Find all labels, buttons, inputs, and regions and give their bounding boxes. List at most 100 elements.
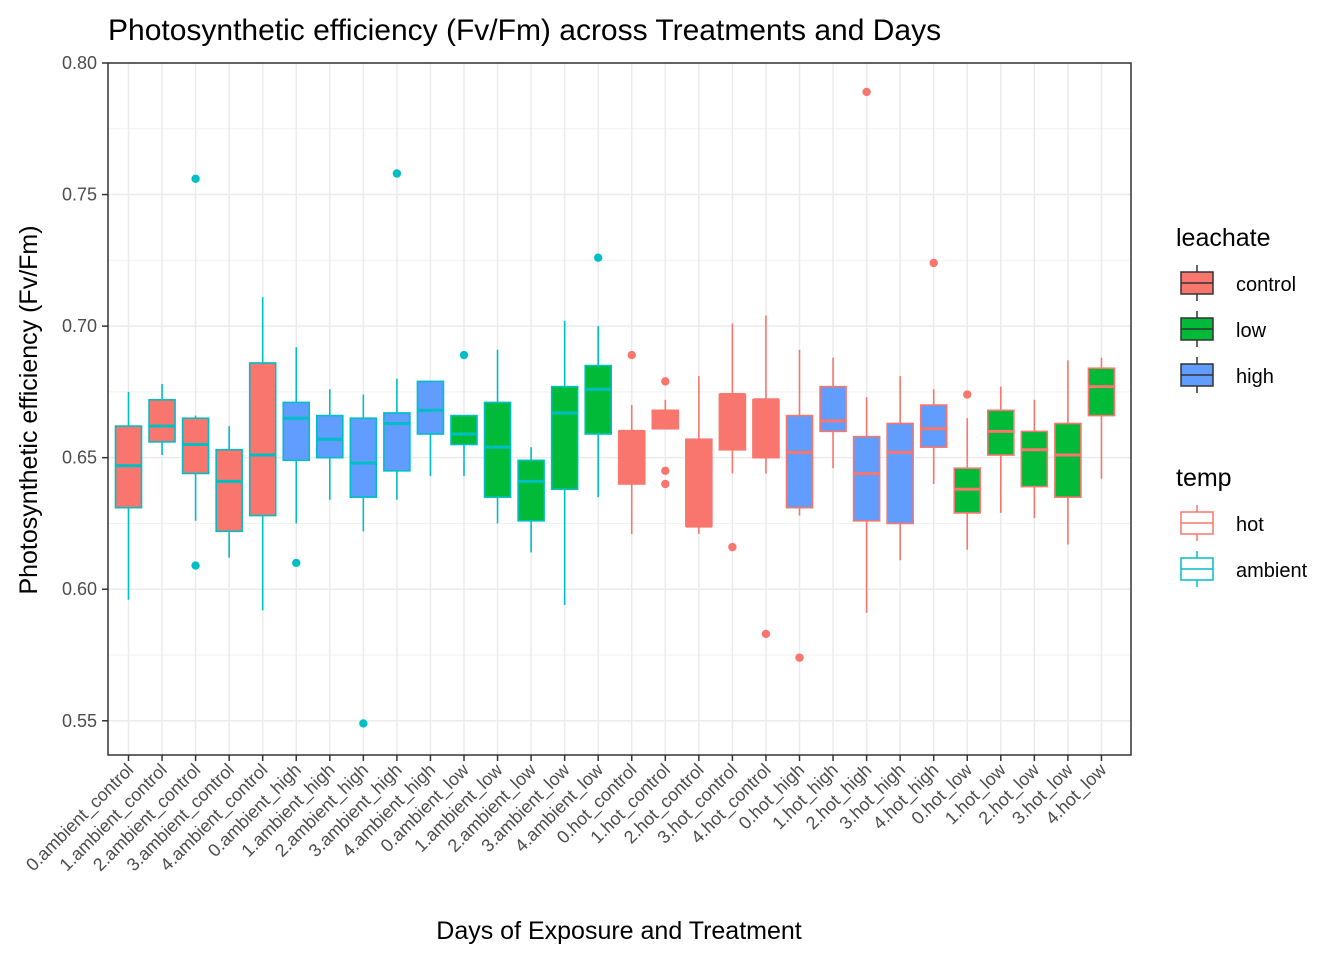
box-4.ambient_high bbox=[416, 380, 445, 477]
legend-label-high: high bbox=[1236, 366, 1274, 388]
box-1.ambient_control bbox=[148, 384, 176, 456]
box-0.ambient_high bbox=[282, 347, 311, 568]
box-0.ambient_low bbox=[450, 350, 478, 477]
box-iqr bbox=[1054, 422, 1082, 498]
box-iqr bbox=[550, 385, 579, 491]
box-1.hot_low bbox=[986, 386, 1015, 513]
box-iqr bbox=[785, 414, 814, 509]
box-2.hot_control bbox=[685, 376, 713, 534]
box-iqr bbox=[1087, 367, 1116, 417]
box-iqr bbox=[315, 414, 344, 459]
x-axis: 0.ambient_control1.ambient_control2.ambi… bbox=[22, 755, 1112, 876]
box-2.ambient_high bbox=[349, 394, 378, 728]
box-4.hot_low bbox=[1087, 357, 1116, 479]
legend-key-low bbox=[1180, 311, 1214, 347]
box-iqr bbox=[685, 438, 713, 527]
box-iqr bbox=[450, 414, 478, 446]
box-0.hot_control bbox=[617, 350, 646, 534]
outlier-point bbox=[761, 629, 771, 639]
box-4.hot_high bbox=[919, 258, 948, 484]
box-2.hot_high bbox=[852, 87, 881, 613]
outlier-point bbox=[661, 377, 670, 386]
outlier-point bbox=[661, 466, 670, 476]
chart-title: Photosynthetic efficiency (Fv/Fm) across… bbox=[108, 14, 941, 47]
box-iqr bbox=[852, 435, 881, 522]
box-1.ambient_high bbox=[315, 389, 344, 500]
y-tick-label: 0.70 bbox=[62, 316, 97, 336]
box-iqr bbox=[248, 362, 277, 517]
y-tick-label: 0.55 bbox=[62, 711, 97, 731]
y-axis-title: Photosynthetic efficiency (Fv/Fm) bbox=[15, 225, 43, 594]
box-0.hot_low bbox=[953, 390, 982, 550]
box-iqr bbox=[617, 430, 646, 485]
box-iqr bbox=[1020, 430, 1049, 488]
legend-key-ambient bbox=[1180, 551, 1214, 587]
box-2.ambient_low bbox=[517, 447, 545, 553]
y-tick-label: 0.75 bbox=[62, 185, 97, 205]
box-iqr bbox=[215, 448, 243, 533]
box-iqr bbox=[718, 393, 747, 451]
box-iqr bbox=[282, 401, 311, 462]
box-iqr bbox=[886, 422, 914, 525]
box-iqr bbox=[819, 385, 847, 433]
box-3.hot_control bbox=[718, 323, 747, 552]
outlier-point bbox=[728, 542, 737, 552]
legend-label-ambient: ambient bbox=[1236, 560, 1308, 582]
outlier-point bbox=[359, 719, 368, 728]
box-iqr bbox=[651, 409, 680, 430]
box-2.hot_low bbox=[1020, 399, 1049, 519]
box-iqr bbox=[349, 417, 378, 498]
legend-title-temp: temp bbox=[1176, 464, 1232, 492]
box-iqr bbox=[148, 398, 176, 443]
box-4.ambient_low bbox=[584, 253, 613, 498]
legend-key-hot bbox=[1180, 505, 1214, 541]
box-0.ambient_control bbox=[114, 391, 143, 600]
outlier-point bbox=[661, 479, 670, 489]
box-1.hot_control bbox=[651, 377, 680, 489]
y-axis: 0.55 0.60 0.65 0.70 0.75 0.80 bbox=[62, 53, 108, 731]
outlier-point bbox=[392, 169, 402, 178]
outlier-point bbox=[459, 350, 469, 360]
box-3.ambient_low bbox=[550, 320, 579, 606]
outlier-point bbox=[191, 561, 200, 570]
box-iqr bbox=[919, 404, 948, 448]
y-tick-label: 0.80 bbox=[62, 53, 97, 73]
outlier-point bbox=[795, 653, 804, 662]
box-iqr bbox=[416, 380, 445, 435]
outlier-point bbox=[963, 390, 972, 399]
legend-label-low: low bbox=[1236, 320, 1267, 342]
box-4.ambient_control bbox=[248, 297, 277, 611]
box-iqr bbox=[752, 398, 780, 459]
box-iqr bbox=[584, 364, 613, 435]
box-3.hot_low bbox=[1054, 360, 1082, 545]
outlier-point bbox=[292, 558, 301, 568]
box-1.ambient_low bbox=[483, 349, 512, 524]
box-4.hot_control bbox=[752, 315, 780, 639]
box-iqr bbox=[483, 401, 512, 498]
box-3.ambient_high bbox=[383, 169, 411, 500]
legend-label-control: control bbox=[1236, 274, 1296, 296]
outlier-point bbox=[929, 258, 938, 268]
legend-title-leachate: leachate bbox=[1176, 224, 1271, 252]
box-iqr bbox=[517, 459, 545, 522]
box-0.hot_high bbox=[785, 349, 814, 662]
legend-key-high bbox=[1180, 357, 1214, 393]
plot-panel bbox=[107, 62, 1132, 756]
legend-key-control bbox=[1180, 265, 1214, 301]
box-1.hot_high bbox=[819, 357, 847, 469]
outlier-point bbox=[627, 350, 636, 360]
box-iqr bbox=[383, 412, 411, 472]
x-axis-title: Days of Exposure and Treatment bbox=[436, 917, 802, 945]
box-3.hot_high bbox=[886, 376, 914, 561]
box-3.ambient_control bbox=[215, 426, 243, 558]
outlier-point bbox=[862, 87, 871, 97]
panel-border bbox=[107, 62, 1132, 756]
legend-label-hot: hot bbox=[1236, 514, 1264, 536]
y-tick-label: 0.60 bbox=[62, 579, 97, 599]
y-tick-label: 0.65 bbox=[62, 448, 97, 468]
box-2.ambient_control bbox=[181, 174, 210, 570]
outlier-point bbox=[191, 174, 200, 183]
panel-background bbox=[108, 63, 1131, 755]
